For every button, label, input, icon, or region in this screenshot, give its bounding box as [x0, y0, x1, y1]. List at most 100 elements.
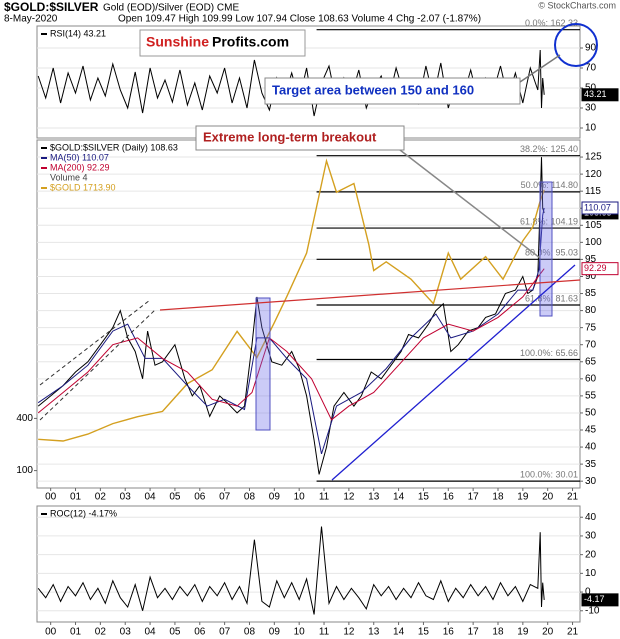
- last-value-box: [581, 201, 619, 215]
- x-tick-label: 01: [70, 492, 82, 503]
- y-tick-label: 30: [585, 103, 597, 114]
- fib-label: 38.2%: 125.40: [520, 144, 578, 154]
- x-tick-label: 09: [269, 492, 281, 503]
- annotation-box: [264, 77, 521, 105]
- y-tick-label: 90: [585, 271, 597, 282]
- x-tick-label: 02: [95, 627, 107, 638]
- y-tick-label: 55: [585, 391, 597, 402]
- x-tick-label: 12: [343, 492, 355, 503]
- x-tick-label: 08: [244, 492, 256, 503]
- x-tick-label: 14: [393, 627, 405, 638]
- x-tick-label: 21: [567, 627, 579, 638]
- y-tick-label: 30: [585, 531, 597, 542]
- annotation: Extreme long-term breakout: [203, 129, 377, 144]
- credit: © StockCharts.com: [538, 0, 616, 10]
- x-tick-label: 00: [45, 627, 57, 638]
- x-tick-label: 02: [95, 492, 107, 503]
- y-tick-label: 65: [585, 356, 597, 367]
- x-tick-label: 06: [194, 627, 206, 638]
- channel-line: [39, 299, 151, 386]
- channel-line: [39, 309, 156, 421]
- arrow: [519, 54, 561, 83]
- x-tick-label: 07: [219, 492, 231, 503]
- y-tick-label: 120: [585, 169, 602, 180]
- y-tick-label: 90: [585, 43, 597, 54]
- fib-label: 100.0%: 30.01: [520, 470, 578, 480]
- series-line: [37, 207, 545, 455]
- x-tick-label: 15: [418, 492, 430, 503]
- x-tick-label: 04: [145, 627, 157, 638]
- legend-label: $GOLD 1713.90: [50, 182, 116, 192]
- y-tick-label: 85: [585, 288, 597, 299]
- series-line: [38, 158, 545, 442]
- x-tick-label: 05: [169, 492, 181, 503]
- y-tick-label: -10: [585, 605, 600, 616]
- x-tick-label: 01: [70, 627, 82, 638]
- last-value-box: [581, 262, 619, 276]
- x-tick-label: 07: [219, 627, 231, 638]
- x-tick-label: 17: [468, 492, 480, 503]
- y-tick-label: 100: [585, 237, 602, 248]
- target-circle: [554, 23, 598, 67]
- x-tick-label: 10: [294, 627, 306, 638]
- x-tick-label: 05: [169, 627, 181, 638]
- last-value-label: 110.07: [584, 202, 611, 212]
- last-value-label: 92.29: [584, 263, 607, 273]
- x-tick-label: 12: [343, 627, 355, 638]
- x-tick-label: 00: [45, 492, 57, 503]
- quote: Open 109.47 High 109.99 Low 107.94 Close…: [118, 14, 481, 25]
- series-line: [37, 268, 545, 421]
- legend-label: $GOLD:$SILVER (Daily) 108.63: [50, 142, 178, 152]
- x-tick-label: 19: [517, 492, 529, 503]
- highlight: [255, 297, 271, 431]
- annotation-box: [195, 125, 405, 151]
- fib-label: 100.0%: 65.66: [520, 348, 578, 358]
- last-value-box: [581, 593, 619, 607]
- resistance-line: [159, 279, 581, 311]
- x-tick-label: 10: [294, 492, 306, 503]
- y-tick-label: 105: [585, 220, 602, 231]
- x-tick-label: 17: [468, 627, 480, 638]
- y-tick-label: 40: [585, 442, 597, 453]
- y-tick-label: 50: [585, 83, 597, 94]
- y-tick-label: 95: [585, 254, 597, 265]
- x-tick-label: 04: [145, 492, 157, 503]
- legend-label: MA(200) 92.29: [50, 162, 110, 172]
- x-tick-label: 03: [120, 627, 132, 638]
- y-tick-label: 10: [585, 123, 597, 134]
- fib-label: 50.0%: 114.80: [521, 180, 578, 190]
- x-tick-label: 16: [443, 627, 455, 638]
- brand: Sunshine: [146, 34, 209, 50]
- x-tick-label: 18: [492, 627, 504, 638]
- x-tick-label: 09: [269, 627, 281, 638]
- fib-label: 0.0%: 162.33: [525, 18, 578, 28]
- y-tick-label: 115: [585, 186, 601, 197]
- legend-label: Volume 4: [50, 172, 88, 182]
- date: 8-May-2020: [4, 14, 58, 25]
- highlight: [539, 181, 553, 317]
- legend-label: ROC(12) -4.17%: [50, 508, 117, 518]
- x-tick-label: 11: [319, 627, 330, 638]
- x-tick-label: 15: [418, 627, 430, 638]
- x-tick-label: 03: [120, 492, 132, 503]
- x-tick-label: 13: [368, 492, 380, 503]
- brand-box: [139, 29, 306, 57]
- x-tick-label: 16: [443, 492, 455, 503]
- y-tick-label: 30: [585, 476, 597, 487]
- legend-label: MA(50) 110.07: [50, 152, 109, 162]
- annotation: Target area between 150 and 160: [272, 82, 474, 97]
- y-tick-label: 40: [585, 512, 597, 523]
- x-tick-label: 14: [393, 492, 405, 503]
- support-line: [331, 264, 576, 481]
- arrow: [399, 149, 541, 259]
- y-tick-label: 10: [585, 568, 597, 579]
- y-tick-label: 125: [585, 152, 602, 163]
- x-tick-label: 08: [244, 627, 256, 638]
- y-tick-label: 70: [585, 339, 597, 350]
- last-value-box: [581, 88, 619, 102]
- y-tick-label: 60: [585, 373, 597, 384]
- fib-label: 61.8%: 104.19: [520, 216, 578, 226]
- x-tick-label: 20: [542, 492, 554, 503]
- legend-label: RSI(14) 43.21: [50, 28, 106, 38]
